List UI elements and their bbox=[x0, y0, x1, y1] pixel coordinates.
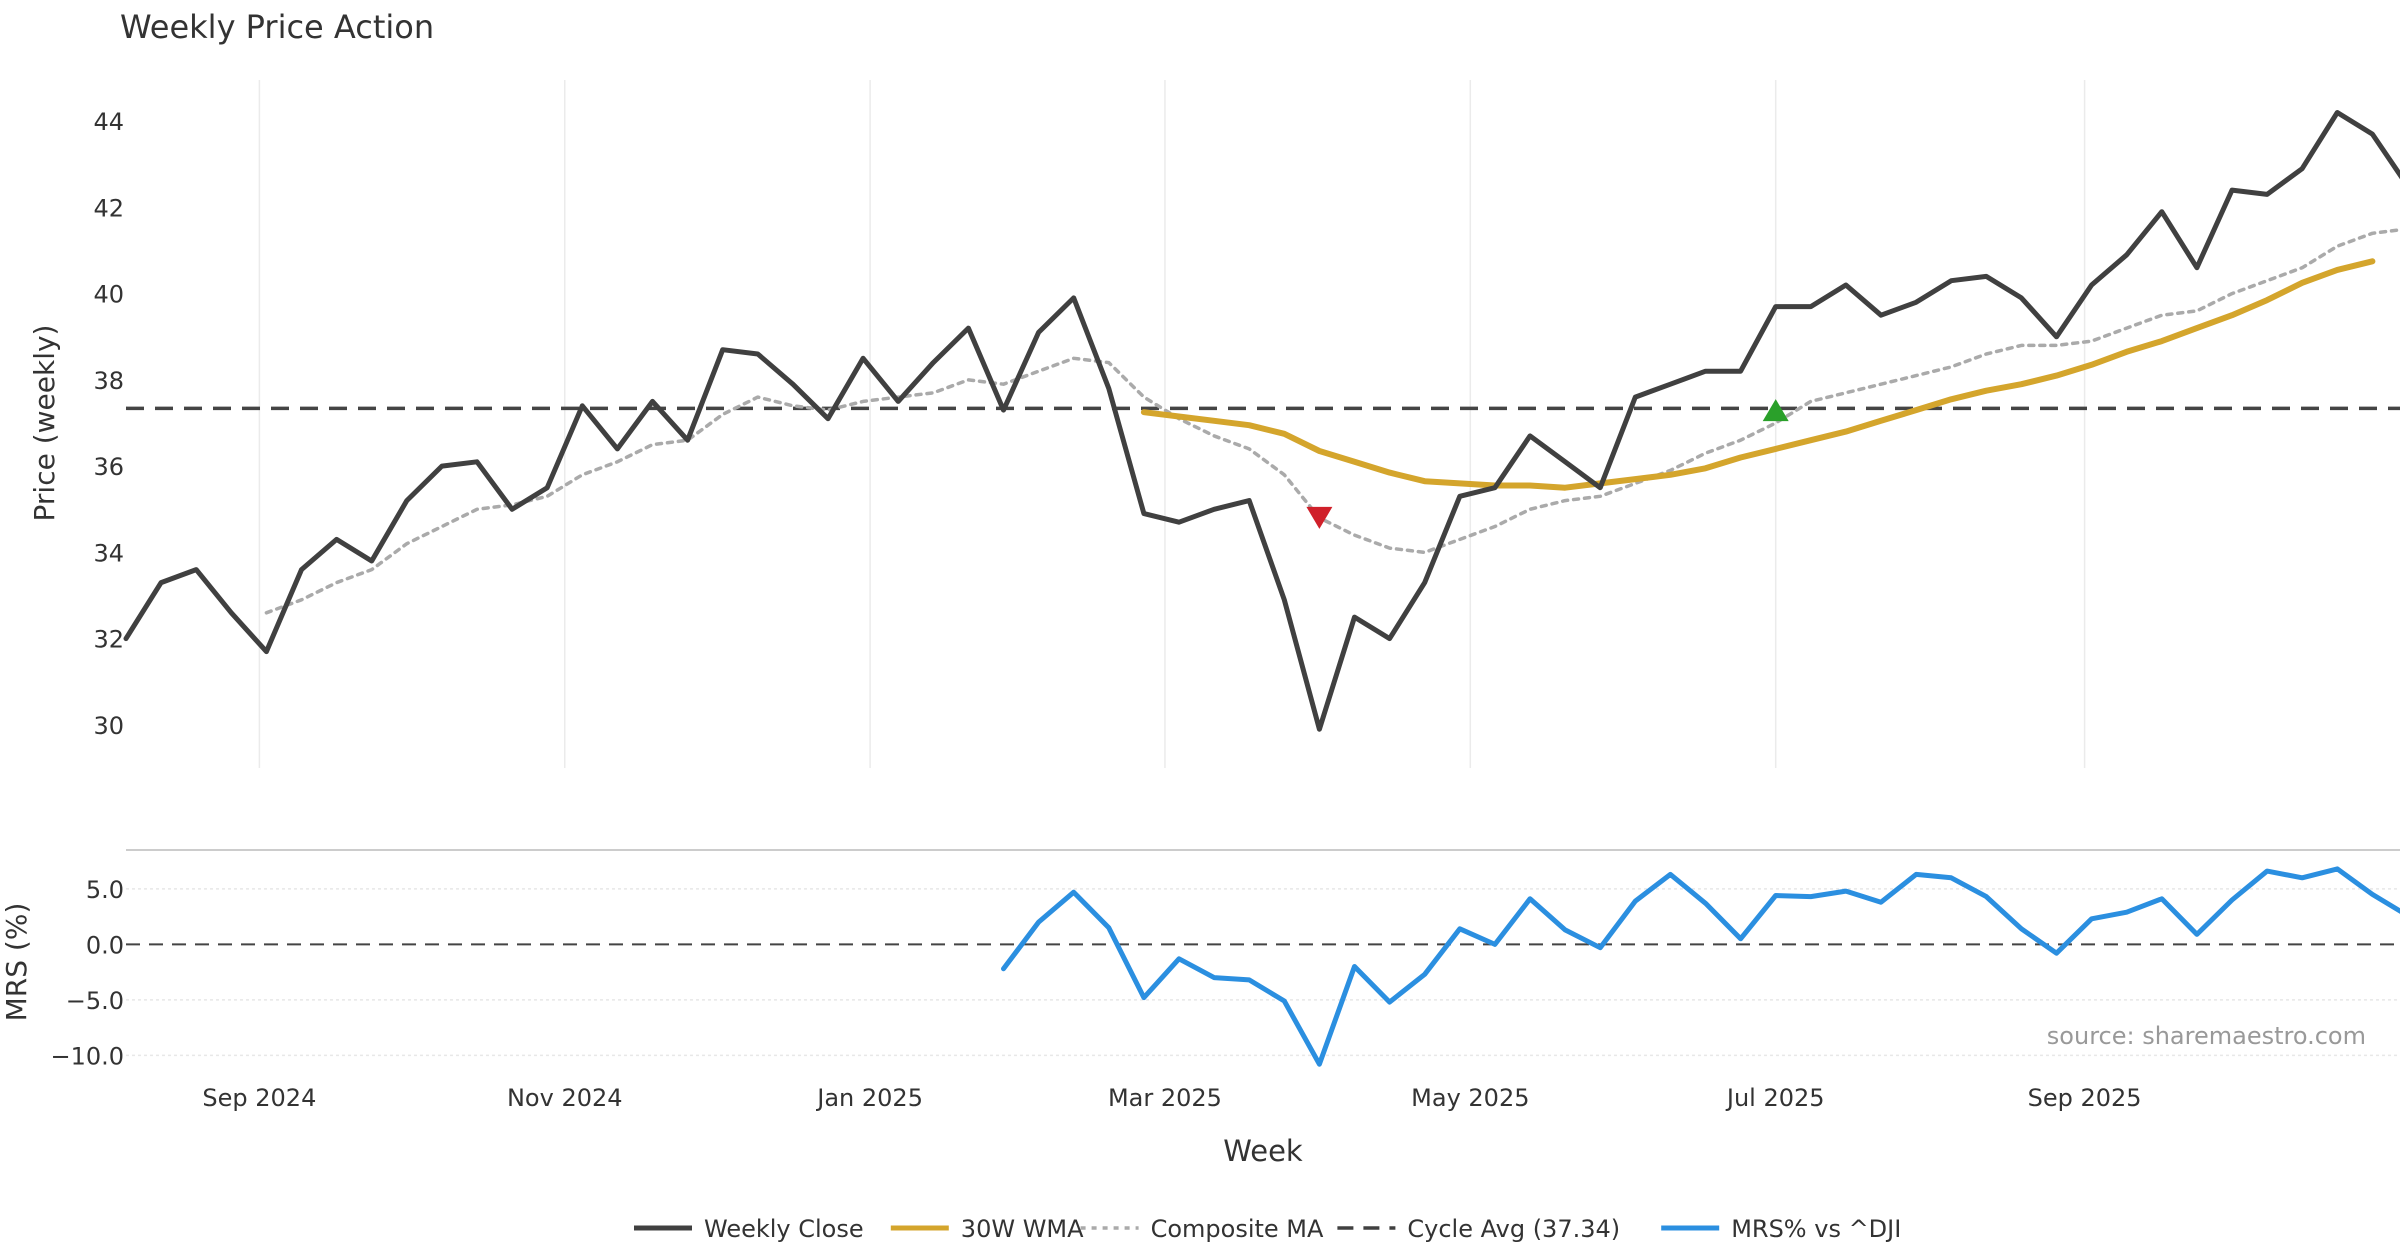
price-series bbox=[123, 110, 2400, 732]
price-panel: 30 32 34 36 38 40 42 44 bbox=[93, 80, 2400, 768]
buy-signal-marker bbox=[1762, 399, 1789, 422]
series-weekly-close bbox=[123, 110, 2400, 732]
x-tick-labels: Sep 2024 Nov 2024 Jan 2025 Mar 2025 May 2025… bbox=[202, 1084, 2141, 1112]
price-y-tick-label: 32 bbox=[93, 626, 124, 654]
mrs-series bbox=[1001, 866, 2400, 1067]
price-y-tick-label: 34 bbox=[93, 539, 124, 567]
source-note: source: sharemaestro.com bbox=[2047, 1022, 2366, 1050]
x-tick-label: Jan 2025 bbox=[815, 1084, 923, 1112]
price-gridlines bbox=[258, 80, 2086, 768]
x-axis-label: Week bbox=[1223, 1134, 1303, 1168]
mrs-y-tick-label: 5.0 bbox=[86, 876, 124, 904]
series-mrs-vs-dji bbox=[1001, 866, 2400, 1067]
x-tick-label: Nov 2024 bbox=[507, 1084, 623, 1112]
legend-item-weekly-close: Weekly Close bbox=[634, 1215, 864, 1243]
legend-item-30w-wma: 30W WMA bbox=[890, 1215, 1084, 1243]
mrs-y-axis-label: MRS (%) bbox=[0, 903, 33, 1022]
x-tick-label: Sep 2024 bbox=[202, 1084, 316, 1112]
series-30w-wma bbox=[1140, 258, 2376, 491]
legend-label: MRS% vs ^DJI bbox=[1731, 1215, 1901, 1243]
price-y-axis-label: Price (weekly) bbox=[28, 325, 61, 522]
sell-signal-marker bbox=[1306, 506, 1333, 529]
mrs-panel: 5.0 0.0 −5.0 −10.0 bbox=[50, 849, 2400, 1071]
x-tick-label: Sep 2025 bbox=[2028, 1084, 2142, 1112]
legend: Weekly Close 30W WMA Composite MA Cycle Avg… bbox=[634, 1215, 1901, 1243]
price-y-tick-label: 42 bbox=[93, 194, 124, 222]
chart-title: Weekly Price Action bbox=[120, 8, 434, 46]
legend-label: Cycle Avg (37.34) bbox=[1407, 1215, 1620, 1243]
legend-label: Weekly Close bbox=[704, 1215, 864, 1243]
price-y-tick-label: 38 bbox=[93, 367, 124, 395]
mrs-y-tick-label: −10.0 bbox=[50, 1042, 124, 1070]
mrs-y-tick-labels: 5.0 0.0 −5.0 −10.0 bbox=[50, 876, 124, 1071]
x-tick-label: May 2025 bbox=[1411, 1084, 1529, 1112]
mrs-y-tick-label: −5.0 bbox=[66, 987, 124, 1015]
legend-item-composite-ma: Composite MA bbox=[1080, 1215, 1324, 1243]
mrs-y-tick-label: 0.0 bbox=[86, 931, 124, 959]
x-tick-label: Mar 2025 bbox=[1108, 1084, 1222, 1112]
legend-label: Composite MA bbox=[1151, 1215, 1324, 1243]
x-tick-label: Jul 2025 bbox=[1725, 1084, 1825, 1112]
price-y-tick-labels: 30 32 34 36 38 40 42 44 bbox=[93, 108, 124, 740]
series-composite-ma bbox=[264, 228, 2400, 615]
price-y-tick-label: 36 bbox=[93, 453, 124, 481]
legend-item-mrs-vs-dji: MRS% vs ^DJI bbox=[1661, 1215, 1901, 1243]
price-y-tick-label: 44 bbox=[93, 108, 124, 136]
mrs-gridlines bbox=[126, 888, 2400, 1057]
price-y-tick-label: 40 bbox=[93, 281, 124, 309]
signal-markers bbox=[1306, 399, 1789, 529]
price-y-tick-label: 30 bbox=[93, 712, 124, 740]
legend-label: 30W WMA bbox=[961, 1215, 1084, 1243]
legend-item-cycle-avg-37-34: Cycle Avg (37.34) bbox=[1337, 1215, 1620, 1243]
